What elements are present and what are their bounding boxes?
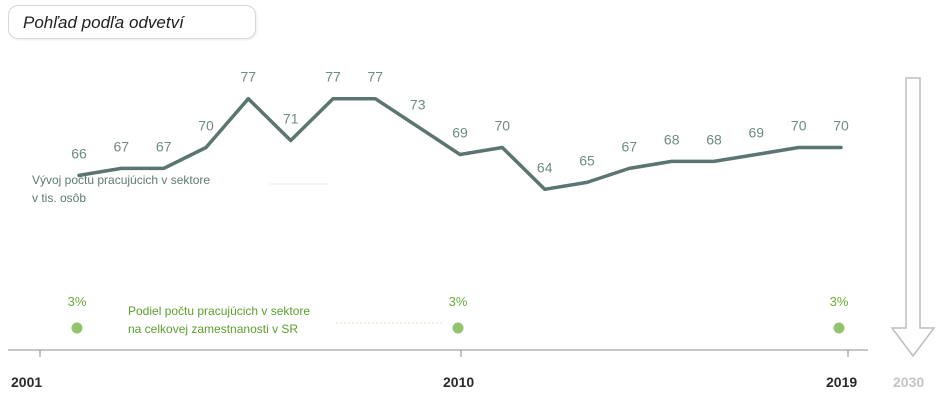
year-label-2019: 2019: [826, 374, 858, 390]
employment-value-label: 69: [749, 125, 765, 141]
share-point: [71, 322, 83, 334]
employment-value-label: 70: [791, 118, 807, 134]
year-label-2001: 2001: [11, 374, 43, 390]
employment-value-label: 70: [198, 118, 214, 134]
employment-value-label: 73: [410, 97, 426, 113]
down-arrow-icon: [890, 77, 936, 358]
employment-value-label: 67: [622, 138, 638, 154]
employment-value-label: 64: [537, 159, 553, 175]
share-value-label: 3%: [68, 294, 87, 309]
year-label-2010: 2010: [443, 374, 475, 390]
employment-value-label: 77: [241, 69, 257, 85]
year-label-2030: 2030: [893, 374, 925, 390]
employment-value-label: 67: [156, 138, 172, 154]
employment-value-label: 70: [495, 118, 511, 134]
share-point: [452, 322, 464, 334]
employment-value-label: 67: [114, 138, 130, 154]
employment-value-label: 68: [664, 131, 680, 147]
employment-series-layer: 66 67 67 70 77 71 77 77 73 69 70 64 65 67 68 68 69 70 70: [71, 69, 849, 192]
employment-value-label: 69: [452, 125, 468, 141]
page-title: Pohľad podľa odvetví: [23, 13, 184, 32]
share-value-label: 3%: [449, 294, 468, 309]
title-box: Pohľad podľa odvetví: [8, 5, 256, 39]
employment-value-label: 70: [833, 118, 849, 134]
employment-value-label: 68: [706, 131, 722, 147]
share-label-line-2: na celkovej zamestnanosti v SR: [128, 322, 299, 336]
employment-value-label: 65: [579, 152, 595, 168]
share-value-label: 3%: [830, 294, 849, 309]
share-label-line-1: Podiel počtu pracujúcich v sektore: [128, 304, 311, 318]
share-point: [833, 322, 845, 334]
employment-label-line-1: Vývoj počtu pracujúcich v sektore: [32, 173, 211, 187]
share-series-label: Podiel počtu pracujúcich v sektore na ce…: [128, 302, 310, 338]
employment-series-label: Vývoj počtu pracujúcich v sektore v tis.…: [32, 171, 210, 207]
employment-value-label: 77: [325, 69, 341, 85]
employment-label-line-2: v tis. osôb: [32, 191, 87, 205]
employment-line: [77, 96, 843, 192]
employment-value-label: 66: [71, 145, 87, 161]
share-series-layer: 3% 3% 3%: [68, 294, 849, 334]
employment-value-label: 71: [283, 111, 299, 127]
employment-value-label: 77: [368, 69, 384, 85]
timeline-axis-layer: [8, 77, 936, 358]
